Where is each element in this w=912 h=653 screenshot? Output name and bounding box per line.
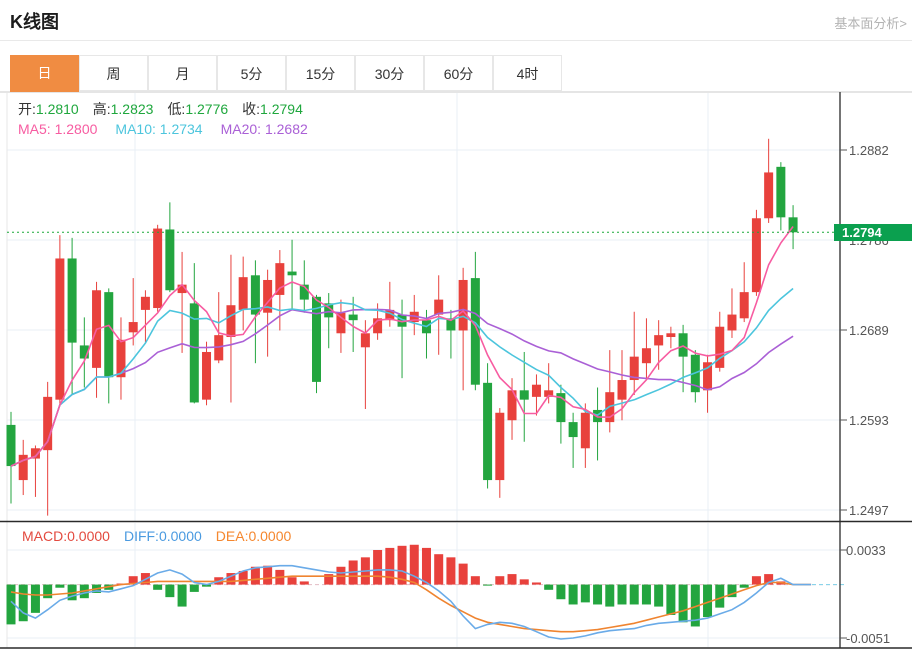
macd-legend: MACD:0.0000 DIFF:0.0000 DEA:0.0000 xyxy=(22,528,291,544)
tab-月[interactable]: 月 xyxy=(148,55,217,91)
high-label: 高: xyxy=(92,101,111,117)
price-tick-2: 1.2689 xyxy=(849,323,889,338)
diff-label: DIFF: xyxy=(123,528,159,544)
page-title: K线图 xyxy=(10,12,59,32)
period-tabbar: 日周月 5分 15分 30分 60分 4时 xyxy=(0,55,912,92)
title-divider xyxy=(0,40,912,41)
tab-周[interactable]: 周 xyxy=(79,55,148,91)
macd-tick-0: 0.0033 xyxy=(846,543,886,558)
tab-5分[interactable]: 5分 xyxy=(217,55,286,91)
dea-line xyxy=(10,575,812,633)
ma-legend: MA5: 1.2800 MA10: 1.2734 MA20: 1.2682 xyxy=(18,121,308,137)
macd-value: 0.0000 xyxy=(67,528,110,544)
ohlc-legend: 开:1.2810 高:1.2823 低:1.2776 收:1.2794 xyxy=(18,99,303,119)
tab-30分[interactable]: 30分 xyxy=(355,55,424,91)
tab-60分[interactable]: 60分 xyxy=(424,55,493,91)
high-value: 1.2823 xyxy=(110,101,154,117)
ma5-label: MA5: xyxy=(18,121,51,137)
tab-15分[interactable]: 15分 xyxy=(286,55,355,91)
ma10-label: MA10: xyxy=(115,121,156,137)
ma10-value-num: 1.2734 xyxy=(159,121,203,137)
tab-日[interactable]: 日 xyxy=(10,55,79,92)
macd-label: MACD: xyxy=(22,528,68,544)
diff-value: 0.0000 xyxy=(158,528,202,544)
price-tick-3: 1.2593 xyxy=(849,413,889,428)
diff-line xyxy=(10,564,812,640)
tab-4时[interactable]: 4时 xyxy=(493,55,562,91)
close-label: 收: xyxy=(242,101,261,117)
fundamental-analysis-link[interactable]: 基本面分析> xyxy=(834,16,907,31)
current-price-badge: 1.2794 xyxy=(834,224,912,241)
dea-label: DEA: xyxy=(215,528,249,544)
ma5-value-num: 1.2800 xyxy=(54,121,98,137)
close-value: 1.2794 xyxy=(260,101,303,117)
ma20-label: MA20: xyxy=(220,121,262,137)
price-tick-0: 1.2882 xyxy=(849,143,889,158)
ma5-line xyxy=(10,226,794,467)
dea-value: 0.0000 xyxy=(248,528,292,544)
low-value: 1.2776 xyxy=(185,101,229,117)
ma20-line xyxy=(10,308,794,467)
chart-layers xyxy=(0,92,912,649)
ma20-value-num: 1.2682 xyxy=(264,121,308,137)
open-value: 1.2810 xyxy=(35,101,79,117)
low-label: 低: xyxy=(167,101,186,117)
open-label: 开: xyxy=(18,101,36,117)
ma10-line xyxy=(10,287,794,467)
macd-tick-1: -0.0051 xyxy=(846,631,891,646)
price-tick-4: 1.2497 xyxy=(849,503,889,518)
candles xyxy=(6,138,798,516)
